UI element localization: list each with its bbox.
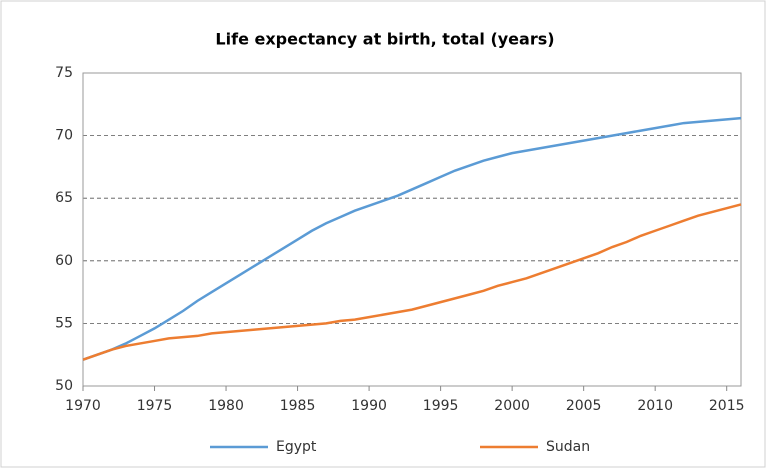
x-tick-label: 2010 — [637, 398, 673, 414]
y-tick-label: 60 — [55, 253, 73, 269]
line — [82, 116, 742, 361]
y-tick-label: 65 — [55, 190, 73, 206]
y-tick-label: 75 — [55, 65, 73, 81]
line — [82, 203, 742, 361]
y-tick-label: 55 — [55, 315, 73, 331]
y-tick-label: 70 — [55, 128, 73, 144]
legend-label: Sudan — [546, 439, 590, 455]
x-tick-label: 1985 — [280, 398, 316, 414]
x-tick-label: 1970 — [65, 398, 101, 414]
x-tick-label: 1990 — [351, 398, 387, 414]
x-tick-label: 2005 — [566, 398, 602, 414]
y-tick-label: 50 — [55, 378, 73, 394]
legend-label: Egypt — [276, 439, 317, 455]
x-tick-label: 2000 — [494, 398, 530, 414]
x-tick-label: 1975 — [137, 398, 173, 414]
x-tick-label: 1980 — [208, 398, 244, 414]
chart-title: Life expectancy at birth, total (years) — [215, 30, 554, 49]
x-tick-label: 2015 — [709, 398, 745, 414]
x-tick-label: 1995 — [423, 398, 459, 414]
plot-border — [82, 72, 742, 387]
